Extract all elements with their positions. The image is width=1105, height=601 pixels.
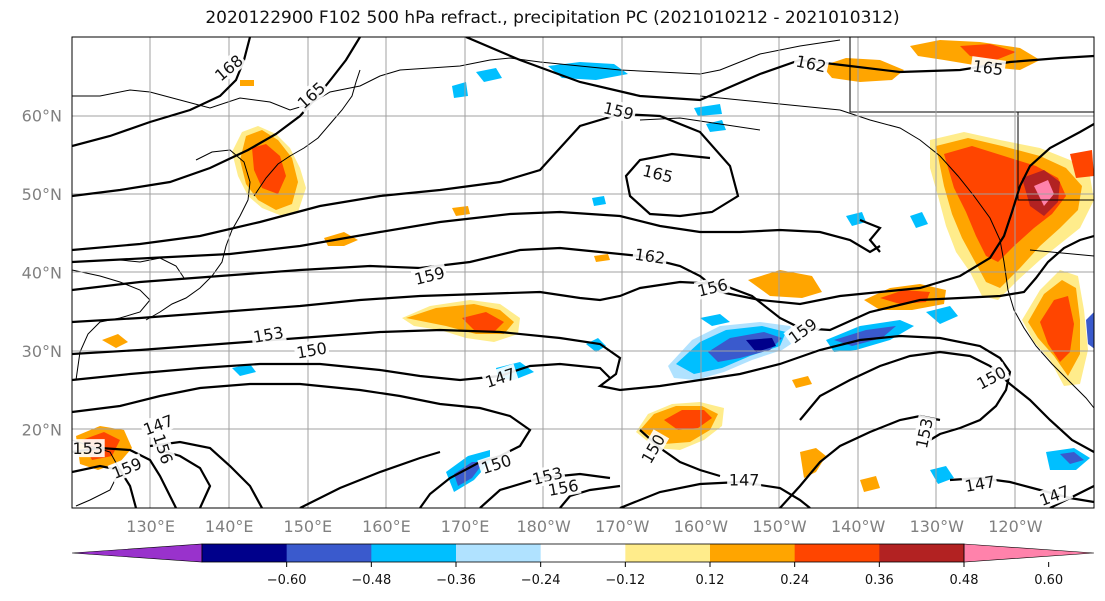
contour-label: 156 (149, 432, 177, 467)
contour-label-group: 150 (293, 338, 330, 363)
latitude-labels: 60°N 50°N 40°N 30°N 20°N (22, 107, 62, 440)
contour-label: 162 (633, 245, 666, 268)
contour-label: 147 (963, 472, 996, 496)
map-title: 2020122900 F102 500 hPa refract., precip… (205, 8, 900, 28)
contour-label: 147 (729, 471, 760, 490)
colorbar-extend-low (71, 543, 203, 563)
colorbar-extend-high (963, 543, 1095, 563)
lat-label: 30°N (22, 342, 62, 361)
contour-label-group: 153 (911, 414, 937, 452)
lon-label: 120°W (988, 517, 1043, 536)
colorbar-segment (540, 544, 626, 562)
contour-label-group: 162 (631, 244, 669, 268)
gridlines (72, 37, 1094, 508)
contour-label-group: 162 (792, 51, 830, 77)
lat-label: 20°N (22, 421, 62, 440)
lon-label: 150°W (752, 517, 807, 536)
colorbar-segment (794, 544, 880, 562)
contour-label-group: 165 (639, 160, 677, 187)
lon-label: 160°W (674, 517, 729, 536)
contour-label-group: 147 (961, 471, 999, 496)
contour-label: 165 (971, 56, 1004, 79)
lon-label: 160°E (362, 517, 411, 536)
contour-label: 153 (72, 439, 103, 458)
contour-label-group: 147 (481, 363, 520, 392)
lon-label: 130°W (910, 517, 965, 536)
contour-label: 153 (252, 323, 285, 347)
lon-label: 130°E (126, 517, 175, 536)
colorbar-tick-label: 0.36 (865, 573, 894, 588)
colorbar-tick-label: −0.12 (605, 573, 645, 588)
lon-label: 140°W (831, 517, 886, 536)
colorbar-tick-label: −0.36 (436, 573, 476, 588)
lon-label: 170°E (441, 517, 490, 536)
contour-label: 159 (601, 98, 635, 124)
colorbar-tick-label: −0.60 (267, 573, 307, 588)
colorbar-segment (710, 544, 796, 562)
contour-label: 150 (295, 338, 328, 362)
contour-label-group: 159 (410, 262, 449, 289)
colorbar: −0.60 −0.48 −0.36 −0.24 −0.12 0.12 0.24 0.36 0.4… (71, 543, 1095, 588)
colorbar-tick-label: 0.48 (950, 573, 979, 588)
lon-label: 140°E (205, 517, 254, 536)
contour-label: 168 (211, 51, 247, 85)
contour-label: 165 (641, 161, 675, 187)
colorbar-tick-label: 0.12 (696, 573, 725, 588)
contour-label-group: 153 (72, 439, 105, 458)
contour-label: 147 (483, 364, 518, 392)
contour-label-group: 165 (292, 77, 330, 114)
contour-label-group: 156 (693, 274, 732, 301)
contour-label: 147 (1037, 482, 1072, 510)
longitude-labels: 130°E 140°E 150°E 160°E 170°E 180°W 170°W 160°W… (126, 517, 1042, 536)
colorbar-segment (286, 544, 372, 562)
coastlines (72, 39, 1094, 507)
colorbar-segment (202, 544, 288, 562)
lon-label: 180°W (517, 517, 572, 536)
lon-label: 150°E (284, 517, 333, 536)
contour-label: 153 (912, 416, 937, 450)
contour-label: 156 (547, 476, 580, 500)
contour-label-group: 159 (599, 97, 638, 124)
colorbar-tick-label: 0.60 (1034, 573, 1063, 588)
lat-label: 40°N (22, 264, 62, 283)
contour-label: 162 (794, 52, 828, 77)
contour-label-group: 156 (149, 429, 178, 468)
plot-frame (71, 36, 1095, 509)
contour-label-group: 165 (969, 56, 1007, 79)
lat-label: 60°N (22, 107, 62, 126)
lon-label: 170°W (595, 517, 650, 536)
lat-label: 50°N (22, 185, 62, 204)
colorbar-segment (371, 544, 457, 562)
colorbar-tick-label: −0.48 (351, 573, 391, 588)
colorbar-segment (625, 544, 711, 562)
colorbar-segment (879, 544, 965, 562)
contour-label-group: 147 (727, 470, 762, 490)
contour-label-group: 153 (250, 322, 287, 347)
colorbar-tick-label: 0.24 (780, 573, 809, 588)
borders (849, 37, 1094, 257)
colorbar-segment (456, 544, 542, 562)
colorbar-tick-label: −0.24 (521, 573, 561, 588)
